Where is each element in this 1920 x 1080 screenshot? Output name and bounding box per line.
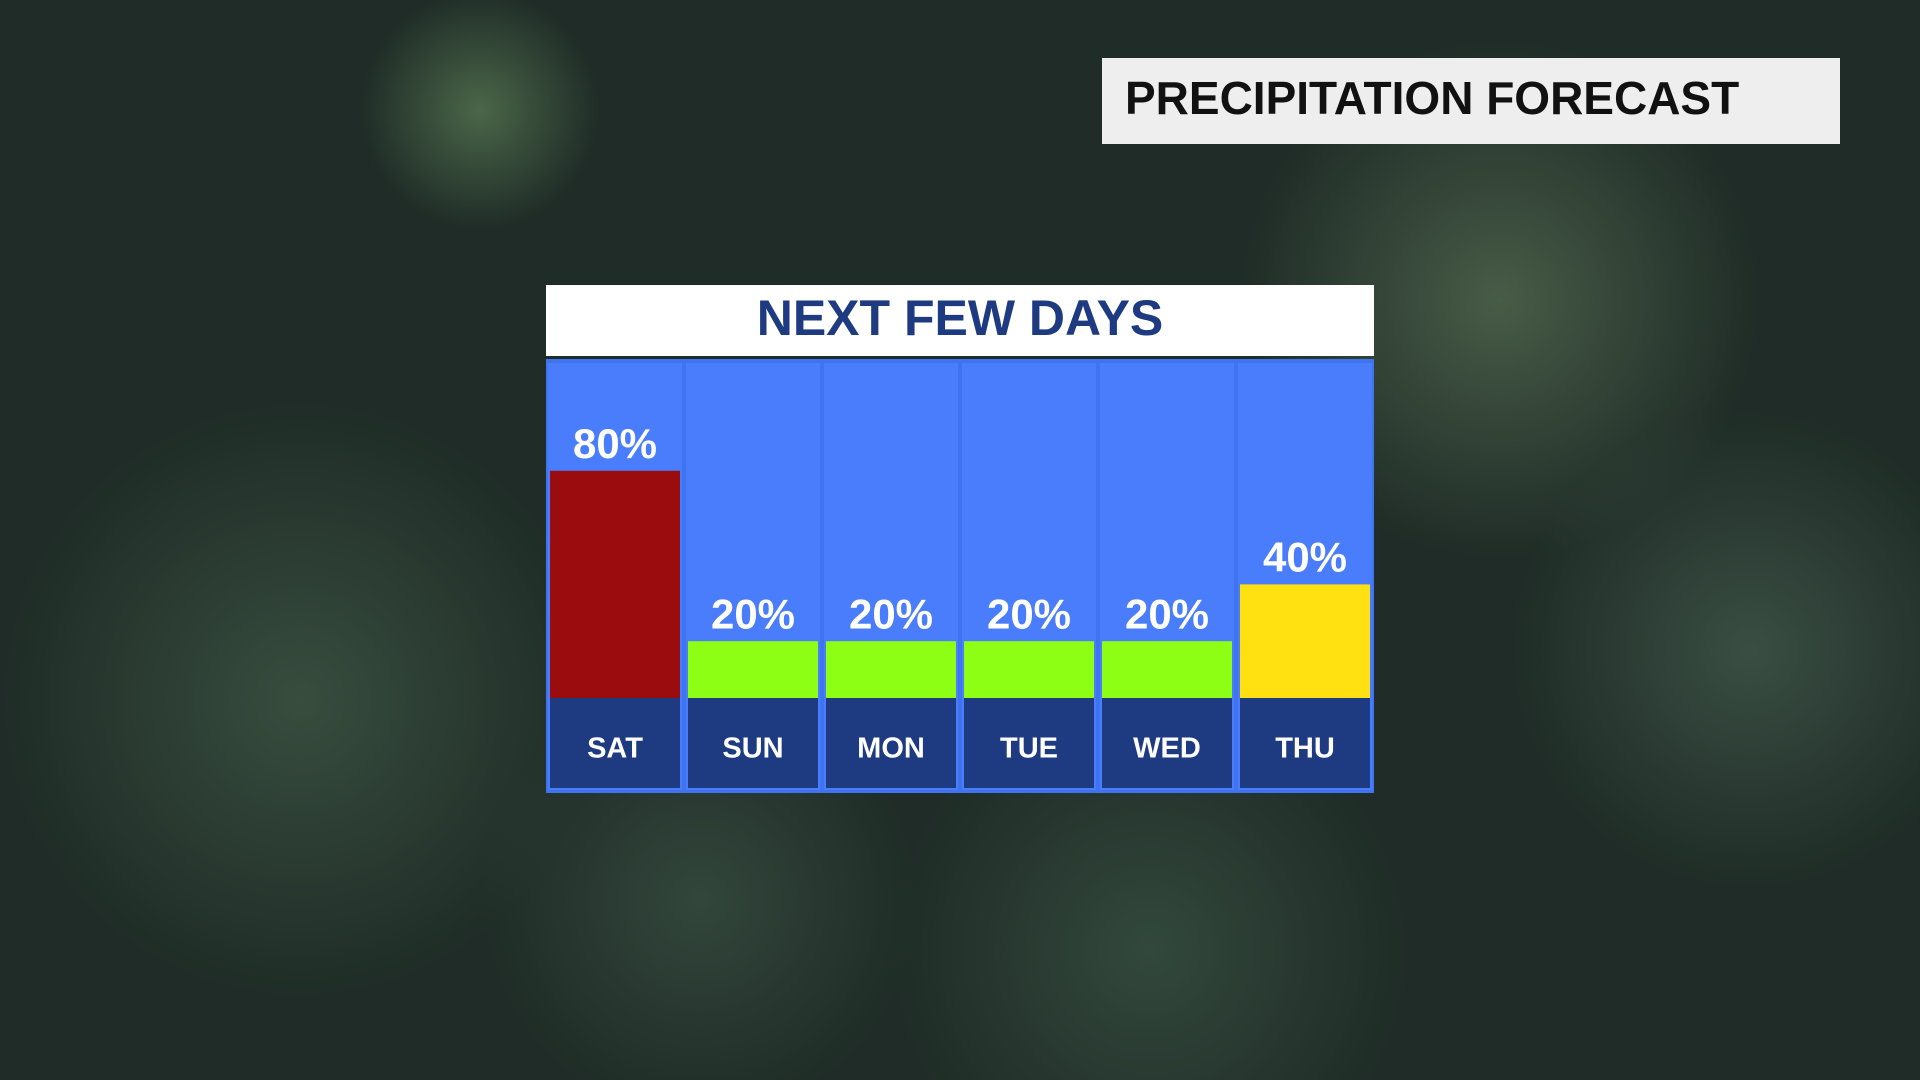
chart-subtitle: NEXT FEW DAYS <box>757 290 1164 346</box>
x-tick-label: SAT <box>587 733 643 765</box>
day-strip <box>550 698 680 788</box>
value-label: 80% <box>573 420 657 467</box>
value-label: 20% <box>1125 590 1209 637</box>
value-label: 20% <box>711 590 795 637</box>
bar <box>964 641 1094 698</box>
bar <box>826 641 956 698</box>
x-tick-label: TUE <box>1000 733 1058 765</box>
bar <box>550 470 680 698</box>
subtitle-box <box>546 285 1374 356</box>
x-tick-label: THU <box>1275 733 1335 765</box>
chart-title: PRECIPITATION FORECAST <box>1125 72 1739 124</box>
bar <box>1240 584 1370 698</box>
day-strip <box>964 698 1094 788</box>
day-strip <box>688 698 818 788</box>
x-tick-label: SUN <box>722 733 783 765</box>
day-strip <box>1240 698 1370 788</box>
value-label: 20% <box>987 590 1071 637</box>
day-strip <box>826 698 956 788</box>
x-tick-label: MON <box>857 733 925 765</box>
bar <box>1102 641 1232 698</box>
bar <box>688 641 818 698</box>
x-tick-label: WED <box>1133 733 1201 765</box>
panel-frame <box>546 359 1374 793</box>
day-strip <box>1102 698 1232 788</box>
title-box <box>1102 58 1840 144</box>
value-label: 20% <box>849 590 933 637</box>
value-label: 40% <box>1263 533 1347 580</box>
